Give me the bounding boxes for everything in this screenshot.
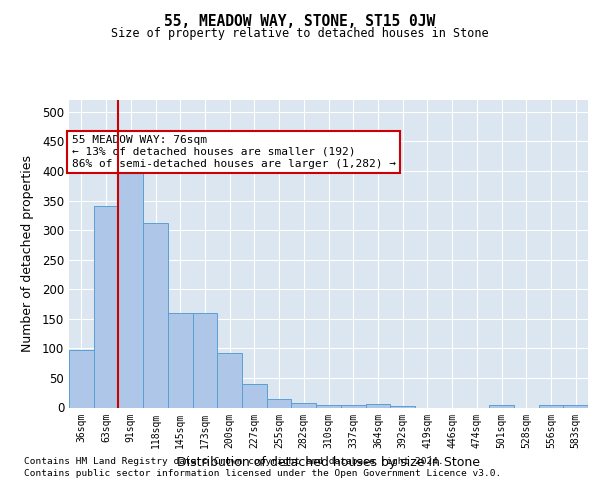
Y-axis label: Number of detached properties: Number of detached properties (20, 155, 34, 352)
Bar (94, 206, 118, 408)
X-axis label: Distribution of detached houses by size in Stone: Distribution of detached houses by size … (177, 456, 480, 469)
Bar (217, 352, 242, 408)
Text: Size of property relative to detached houses in Stone: Size of property relative to detached ho… (111, 26, 489, 40)
Bar (168, 313, 193, 408)
Text: 55 MEADOW WAY: 76sqm
← 13% of detached houses are smaller (192)
86% of semi-deta: 55 MEADOW WAY: 76sqm ← 13% of detached h… (71, 136, 395, 168)
Text: Contains public sector information licensed under the Open Government Licence v3: Contains public sector information licen… (24, 468, 501, 477)
Bar (118, 165, 143, 408)
Bar (193, 313, 217, 408)
Bar (69, 350, 94, 408)
Bar (563, 404, 588, 407)
Bar (316, 404, 341, 407)
Bar (242, 384, 267, 407)
Bar (489, 404, 514, 407)
Bar (365, 404, 390, 407)
Bar (390, 406, 415, 408)
Bar (539, 404, 563, 407)
Bar (267, 398, 292, 407)
Text: 55, MEADOW WAY, STONE, ST15 0JW: 55, MEADOW WAY, STONE, ST15 0JW (164, 14, 436, 29)
Bar (341, 405, 365, 407)
Bar (292, 403, 316, 407)
Bar (143, 223, 168, 408)
Text: Contains HM Land Registry data © Crown copyright and database right 2024.: Contains HM Land Registry data © Crown c… (24, 458, 444, 466)
